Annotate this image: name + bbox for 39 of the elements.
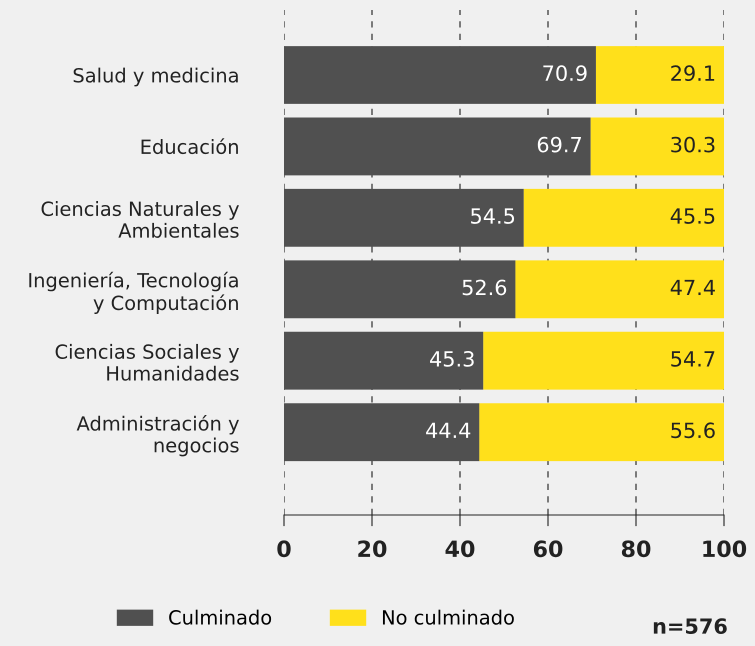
data-label: 52.6 — [462, 280, 506, 296]
bar — [590, 118, 724, 176]
text: n=576 — [654, 618, 727, 634]
bar — [284, 46, 596, 104]
bar — [596, 46, 724, 104]
data-label: 45.3 — [430, 351, 474, 367]
data-label: 54.7 — [671, 351, 714, 367]
bar — [524, 188, 724, 247]
y-tick-label: Ciencias Sociales y Humanidades — [56, 344, 239, 381]
x-tick-label: 20 — [358, 540, 386, 558]
legend-label: No culminado — [382, 610, 514, 625]
data-label: 70.9 — [543, 65, 587, 82]
bar — [284, 403, 480, 462]
bar — [284, 332, 484, 390]
x-tick-label: 0 — [277, 540, 291, 558]
bar — [284, 118, 591, 176]
data-label: 55.6 — [671, 422, 715, 438]
x-tick-label: 80 — [622, 540, 650, 558]
data-label: 54.5 — [471, 208, 514, 224]
y-tick-label: Salud y medicina — [74, 68, 238, 86]
x-tick-label: 40 — [446, 540, 474, 558]
y-tick-label: Educación — [142, 138, 238, 154]
bar — [483, 332, 724, 390]
bar — [284, 188, 524, 247]
bar — [515, 260, 724, 318]
data-label: 47.4 — [670, 280, 715, 296]
bar — [284, 260, 516, 318]
bar — [479, 403, 724, 462]
x-tick-label: 100 — [703, 540, 746, 558]
data-label: 45.5 — [670, 208, 714, 224]
x-tick-label: 60 — [534, 540, 562, 558]
y-tick-label: Ingeniería, Tecnología y Computación — [29, 272, 238, 314]
y-tick-label: Ciencias Naturales y Ambientales — [42, 201, 239, 238]
data-label: 30.3 — [671, 136, 714, 152]
y-tick-label: Administración y negocios — [76, 414, 239, 456]
data-label: 69.7 — [538, 136, 581, 152]
data-label: 29.1 — [671, 65, 714, 82]
data-label: 44.4 — [426, 422, 470, 438]
legend-label: Culminado — [169, 610, 272, 625]
